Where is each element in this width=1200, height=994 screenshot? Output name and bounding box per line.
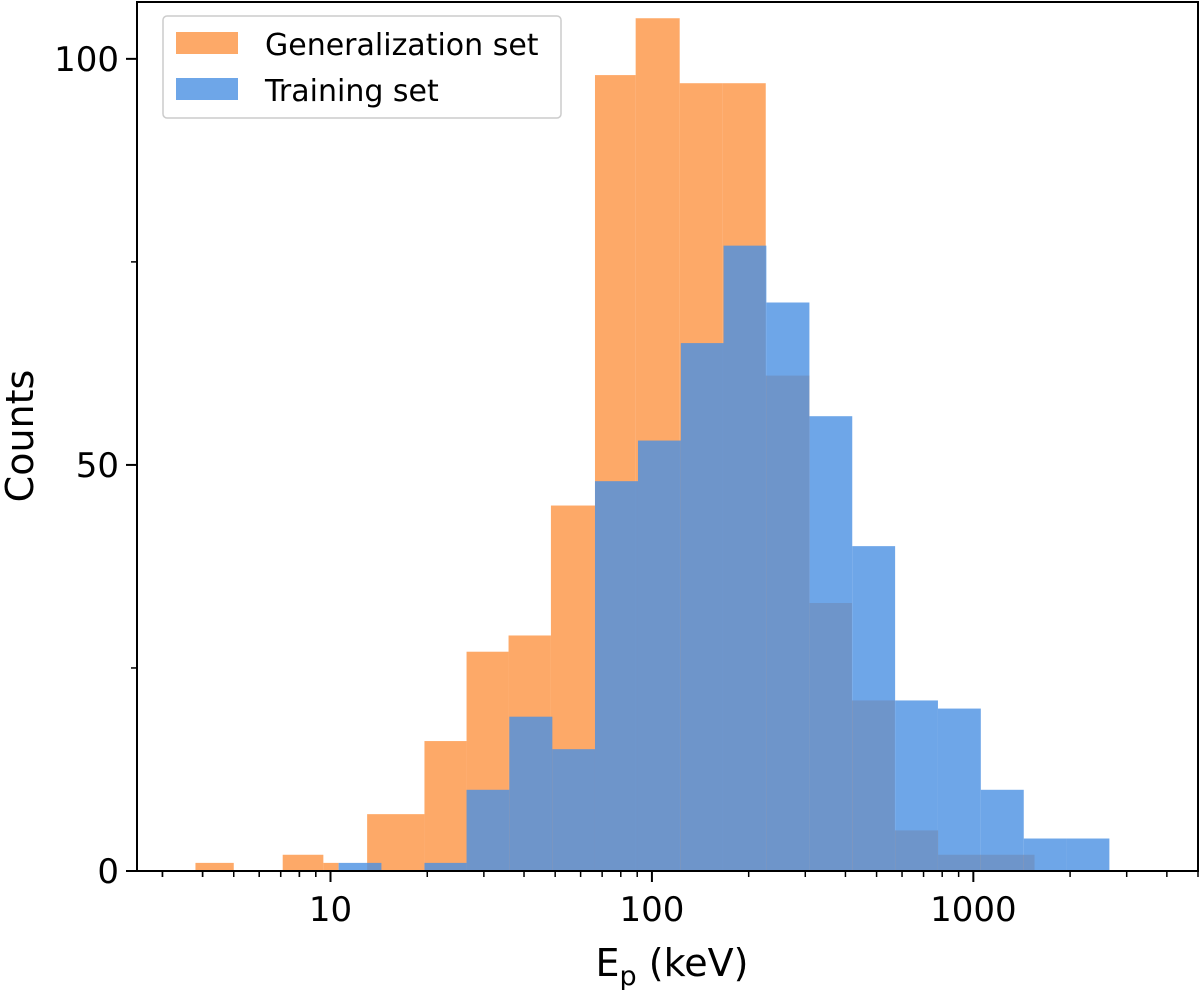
histogram-bar [895,700,938,871]
histogram-bar [509,716,553,871]
histogram-bar [937,708,981,871]
histogram-bar [323,862,339,871]
x-tick-label: 100 [619,890,684,930]
legend-box [162,15,562,119]
histogram-bar [637,440,681,871]
legend-label-generalization: Generalization set [265,28,539,63]
histogram-bar [1023,838,1067,871]
bars-layer [195,18,1110,872]
histogram-bar [723,245,767,871]
histogram-bar [195,862,234,871]
y-axis-title: Counts [0,370,42,503]
legend: Generalization set Training set [162,15,562,119]
histogram-bar [367,814,425,871]
x-axis-title-main: E [596,941,620,985]
histogram-bar [424,862,467,871]
y-tick-label: 100 [54,40,119,80]
ticks-layer: 10 100 1000 0 50 100 [54,40,1199,930]
x-axis-title: Ep (keV) [596,941,749,990]
plot-frame [136,1,1199,872]
y-tick-label: 50 [76,446,119,486]
x-tick-label: 10 [309,890,352,930]
histogram-bar [980,789,1024,871]
histogram-bar [766,302,810,871]
histogram-bar [282,854,324,871]
histogram-bar [852,546,896,871]
series-1 [338,245,1110,872]
histogram-bar [552,749,595,871]
x-axis-title-unit: (keV) [637,941,749,985]
histogram-bar [338,862,382,871]
x-tick-label: 1000 [930,890,1017,930]
histogram-bar [809,416,853,871]
y-tick-label: 0 [97,852,119,892]
histogram-bar [680,343,724,872]
histogram-bar [1066,838,1110,871]
x-axis-title-subscript: p [620,961,637,990]
histogram-bar [424,741,467,871]
legend-swatch-training [176,78,238,100]
legend-label-training: Training set [264,74,439,109]
legend-swatch-generalization [176,32,238,54]
histogram-bar [594,481,638,871]
histogram-bar [466,789,510,871]
